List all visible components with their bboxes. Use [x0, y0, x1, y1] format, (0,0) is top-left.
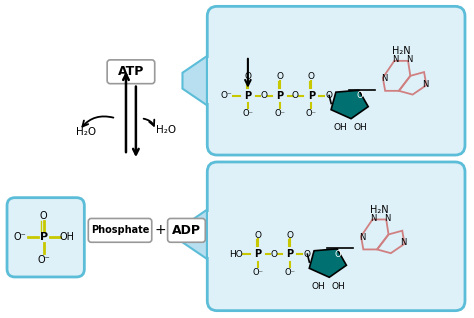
Text: O: O	[260, 91, 267, 100]
Text: O: O	[356, 91, 363, 100]
Text: O⁻: O⁻	[220, 91, 232, 100]
Text: ATP: ATP	[118, 65, 144, 78]
Text: O: O	[326, 91, 333, 100]
Text: O⁻: O⁻	[284, 267, 295, 277]
Text: N: N	[381, 74, 387, 83]
Text: O: O	[292, 91, 299, 100]
Text: O: O	[245, 72, 251, 81]
FancyBboxPatch shape	[208, 211, 213, 257]
Text: +: +	[155, 223, 166, 237]
Polygon shape	[309, 249, 346, 277]
Text: P: P	[254, 249, 261, 259]
FancyBboxPatch shape	[107, 60, 155, 84]
Text: O⁻: O⁻	[242, 109, 254, 118]
Text: N: N	[422, 80, 428, 89]
Text: OH: OH	[311, 281, 325, 291]
Text: Phosphate: Phosphate	[91, 225, 149, 235]
Text: H₂N: H₂N	[370, 205, 389, 215]
Text: N: N	[384, 214, 391, 223]
Text: O⁻: O⁻	[274, 109, 285, 118]
Text: HO: HO	[229, 250, 243, 259]
Text: P: P	[308, 91, 315, 100]
Text: O⁻: O⁻	[14, 232, 26, 242]
Text: H₂O: H₂O	[76, 127, 96, 137]
Text: O: O	[276, 72, 283, 81]
FancyBboxPatch shape	[207, 6, 465, 155]
Polygon shape	[331, 90, 368, 119]
Text: O: O	[308, 72, 315, 81]
Polygon shape	[182, 56, 207, 106]
Text: O⁻: O⁻	[306, 109, 317, 118]
Text: H₂O: H₂O	[155, 125, 176, 135]
Text: N: N	[400, 238, 407, 247]
Text: O: O	[255, 231, 261, 240]
Text: N: N	[371, 214, 377, 223]
Text: P: P	[276, 91, 283, 100]
Text: N: N	[406, 55, 412, 65]
Text: O: O	[304, 250, 311, 259]
Text: N: N	[392, 55, 399, 65]
Text: OH: OH	[333, 123, 347, 132]
Text: P: P	[244, 91, 252, 100]
Text: P: P	[286, 249, 293, 259]
Text: O⁻: O⁻	[37, 255, 50, 265]
Text: P: P	[40, 232, 48, 242]
Text: O: O	[40, 211, 47, 220]
Text: N: N	[359, 233, 365, 242]
Text: OH: OH	[60, 232, 75, 242]
Text: OH: OH	[353, 123, 367, 132]
Text: O: O	[335, 250, 341, 259]
FancyBboxPatch shape	[7, 198, 84, 277]
FancyBboxPatch shape	[88, 218, 152, 242]
Text: ADP: ADP	[172, 224, 201, 237]
FancyBboxPatch shape	[168, 218, 205, 242]
Text: OH: OH	[331, 281, 345, 291]
FancyBboxPatch shape	[207, 162, 465, 311]
Text: O⁻: O⁻	[252, 267, 264, 277]
Text: O: O	[286, 231, 293, 240]
Text: O: O	[270, 250, 277, 259]
Polygon shape	[182, 210, 207, 259]
FancyBboxPatch shape	[208, 58, 213, 103]
Text: H₂N: H₂N	[392, 46, 410, 57]
